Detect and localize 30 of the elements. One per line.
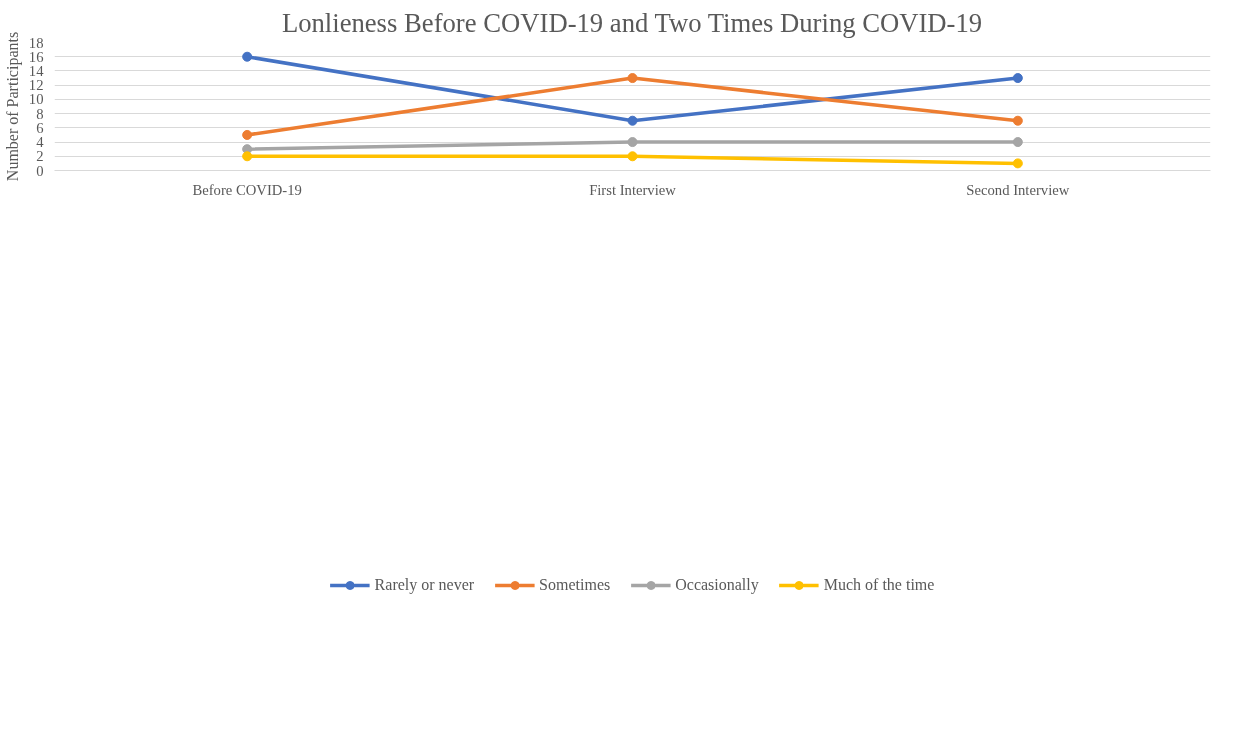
point [1012, 115, 1023, 126]
y-tick-label: 2 [36, 148, 44, 165]
point [627, 151, 638, 162]
y-tick-label: 12 [28, 77, 44, 94]
point [627, 73, 638, 84]
point [242, 51, 253, 62]
y-tick-label: 14 [28, 62, 45, 79]
x-tick-label: Before COVID-19 [192, 181, 302, 198]
y-tick-label: 6 [36, 119, 44, 136]
point [1012, 158, 1023, 169]
point [1012, 137, 1023, 148]
y-axis-title: Number of Participants [3, 31, 22, 182]
legend-label: Occasionally [675, 576, 759, 594]
point [627, 115, 638, 126]
y-tick-label: 16 [28, 48, 44, 65]
y-tick-label: 4 [36, 134, 45, 151]
point [242, 151, 253, 162]
y-tick-label: 18 [28, 34, 44, 51]
legend-label: Sometimes [539, 576, 611, 594]
point [1012, 73, 1023, 84]
y-tick-label: 10 [28, 91, 44, 108]
legend-label: Much of the time [823, 576, 935, 594]
y-tick-label: 8 [36, 105, 44, 122]
y-tick-label: 0 [36, 162, 44, 179]
point [627, 137, 638, 148]
chart-title: Lonlieness Before COVID-19 and Two Times During COVID-19 [281, 7, 983, 38]
legend-label: Rarely or never [374, 576, 475, 594]
x-tick-label: Second Interview [966, 181, 1070, 198]
point [242, 129, 253, 140]
x-tick-label: First Interview [589, 181, 677, 198]
